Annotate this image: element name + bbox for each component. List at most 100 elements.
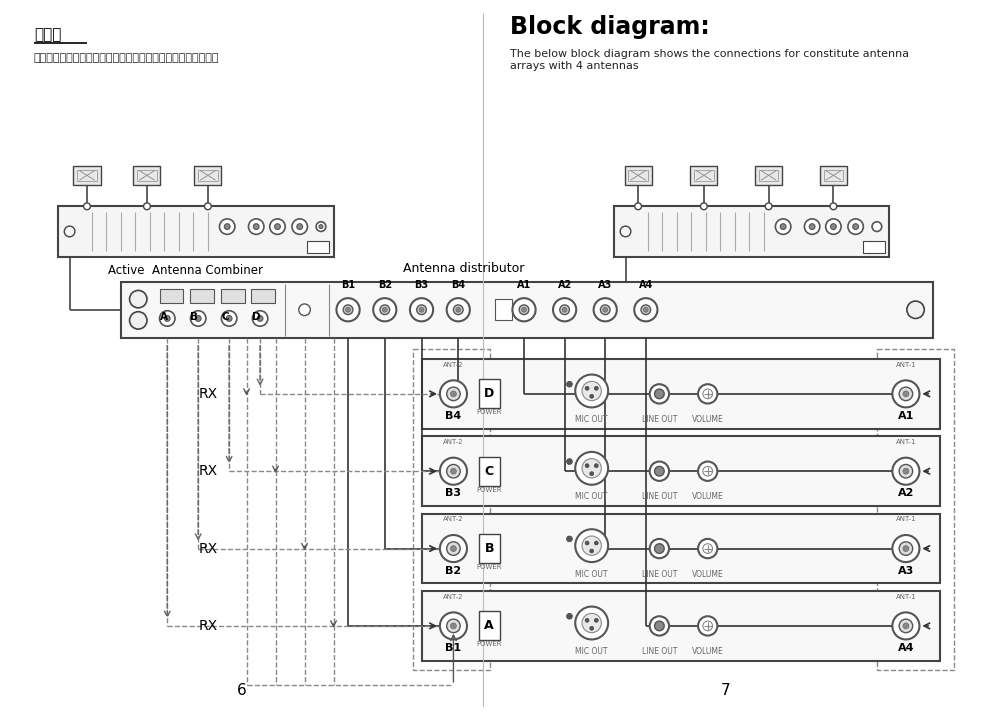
Circle shape [343, 305, 353, 314]
Circle shape [84, 203, 90, 210]
Circle shape [512, 298, 536, 322]
Circle shape [560, 305, 569, 314]
Circle shape [382, 307, 387, 312]
Text: 6: 6 [237, 683, 247, 698]
Circle shape [380, 305, 390, 314]
Circle shape [336, 298, 360, 322]
Circle shape [451, 623, 456, 629]
Circle shape [872, 222, 882, 231]
Circle shape [373, 298, 396, 322]
Text: ANT-1: ANT-1 [896, 362, 916, 368]
Circle shape [447, 387, 460, 401]
Circle shape [519, 305, 529, 314]
Text: MIC OUT: MIC OUT [575, 569, 608, 579]
Circle shape [899, 619, 913, 633]
Circle shape [130, 290, 147, 308]
Text: LINE OUT: LINE OUT [642, 647, 677, 656]
Circle shape [698, 539, 717, 558]
Circle shape [219, 219, 235, 234]
Circle shape [634, 298, 657, 322]
Circle shape [451, 391, 456, 397]
Bar [307, 241, 329, 253]
Circle shape [655, 389, 664, 398]
Circle shape [590, 626, 594, 630]
Bar [690, 166, 717, 185]
Text: POWER: POWER [476, 409, 502, 415]
Circle shape [522, 307, 526, 312]
Bar [479, 457, 500, 485]
Text: B1: B1 [341, 281, 355, 291]
Circle shape [451, 546, 456, 551]
Bar [73, 166, 101, 185]
Circle shape [64, 226, 75, 237]
Text: LINE OUT: LINE OUT [642, 493, 677, 501]
Circle shape [765, 203, 772, 210]
Text: ANT-2: ANT-2 [443, 439, 464, 445]
Circle shape [582, 613, 601, 633]
Circle shape [221, 311, 237, 326]
Circle shape [703, 389, 713, 398]
Text: RX: RX [198, 541, 217, 556]
Circle shape [892, 612, 919, 640]
Circle shape [655, 467, 664, 476]
Circle shape [892, 457, 919, 485]
Circle shape [903, 546, 909, 551]
Circle shape [456, 307, 461, 312]
Bar [614, 206, 889, 256]
Bar [221, 289, 245, 303]
Circle shape [655, 544, 664, 554]
Text: MIC OUT: MIC OUT [575, 415, 608, 424]
Text: ANT-2: ANT-2 [443, 516, 464, 523]
Circle shape [650, 616, 669, 635]
Circle shape [164, 315, 170, 322]
Circle shape [594, 464, 598, 467]
Text: MIC OUT: MIC OUT [575, 647, 608, 656]
Text: A: A [484, 620, 494, 633]
Circle shape [826, 219, 841, 234]
Text: B2: B2 [378, 281, 392, 291]
Circle shape [582, 381, 601, 401]
Bar [251, 289, 275, 303]
Circle shape [204, 203, 211, 210]
Text: ANT-2: ANT-2 [443, 594, 464, 600]
Text: RX: RX [198, 465, 217, 478]
Bar [194, 166, 221, 185]
Circle shape [567, 459, 572, 465]
Circle shape [655, 621, 664, 630]
Text: Antenna distributor: Antenna distributor [403, 262, 525, 275]
Bar [413, 350, 490, 671]
Circle shape [853, 224, 859, 230]
Text: A2: A2 [898, 488, 914, 498]
Circle shape [316, 222, 326, 231]
Text: Active  Antenna Combiner: Active Antenna Combiner [108, 264, 263, 277]
Circle shape [447, 542, 460, 555]
Circle shape [585, 386, 589, 391]
Bar [422, 591, 940, 661]
Text: D: D [252, 312, 261, 322]
Text: C: C [221, 312, 229, 322]
Circle shape [257, 315, 263, 322]
Circle shape [190, 311, 206, 326]
Text: D: D [484, 388, 494, 401]
Text: A1: A1 [898, 411, 914, 421]
Bar [877, 350, 954, 671]
Circle shape [567, 613, 572, 619]
Circle shape [410, 298, 433, 322]
Bar [625, 166, 652, 185]
Text: B2: B2 [445, 566, 461, 576]
Circle shape [575, 452, 608, 485]
Circle shape [635, 203, 641, 210]
Text: 接线图: 接线图 [34, 27, 61, 42]
Circle shape [440, 381, 467, 407]
Text: ANT-1: ANT-1 [896, 439, 916, 445]
Circle shape [703, 544, 713, 554]
Text: LINE OUT: LINE OUT [642, 415, 677, 424]
Circle shape [703, 621, 713, 630]
Circle shape [830, 224, 836, 230]
Text: MIC OUT: MIC OUT [575, 493, 608, 501]
Text: VOLUME: VOLUME [692, 415, 724, 424]
Circle shape [585, 618, 589, 623]
Circle shape [650, 539, 669, 558]
Text: POWER: POWER [476, 641, 502, 647]
Circle shape [594, 386, 598, 391]
